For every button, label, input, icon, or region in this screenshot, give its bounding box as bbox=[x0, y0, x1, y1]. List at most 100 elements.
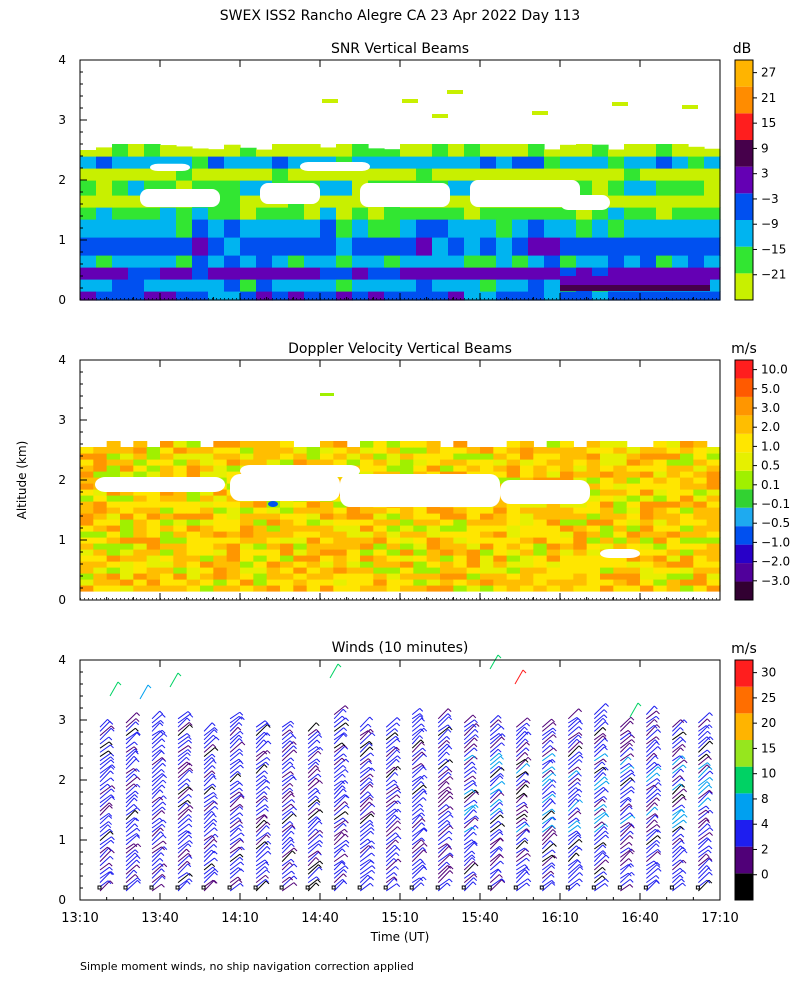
wind-barb-flag bbox=[341, 861, 346, 866]
wind-barb-flag bbox=[628, 872, 632, 877]
wind-barb-flag bbox=[110, 744, 114, 749]
velocity-cell bbox=[573, 573, 588, 580]
wind-barb-flag bbox=[577, 824, 582, 829]
wind-barb bbox=[229, 803, 241, 812]
wind-barb bbox=[307, 746, 317, 753]
wind-barb-flag bbox=[239, 820, 243, 824]
snr-cell bbox=[240, 255, 257, 268]
wind-barb-flag bbox=[526, 829, 530, 834]
wind-barb bbox=[489, 726, 502, 736]
snr-cell bbox=[304, 207, 321, 220]
velocity-cell bbox=[266, 441, 281, 448]
velocity-cell bbox=[706, 489, 721, 496]
snr-cell bbox=[496, 291, 513, 301]
wind-barb-flag bbox=[289, 876, 294, 881]
wind-barb-flag bbox=[576, 882, 581, 887]
wind-barb bbox=[619, 824, 632, 837]
snr-cell bbox=[240, 147, 257, 157]
velocity-cell bbox=[573, 579, 588, 586]
wind-barb bbox=[463, 871, 474, 879]
wind-barb-flag bbox=[448, 768, 453, 773]
velocity-cell bbox=[640, 465, 654, 472]
wind-barb bbox=[541, 800, 553, 812]
snr-cell bbox=[240, 279, 257, 292]
velocity-cell bbox=[653, 465, 668, 472]
wind-barb bbox=[99, 824, 109, 833]
wind-barb-flag bbox=[552, 727, 557, 732]
velocity-cell bbox=[613, 567, 628, 574]
wind-barb-flag bbox=[500, 837, 504, 842]
wind-barb bbox=[411, 808, 422, 816]
velocity-cell bbox=[453, 537, 468, 544]
wind-barb bbox=[359, 794, 371, 804]
wind-barb bbox=[281, 729, 291, 736]
wind-barb-flag bbox=[316, 816, 320, 820]
velocity-cell bbox=[146, 513, 161, 520]
snr-cell bbox=[672, 168, 689, 181]
winds-plot-frame bbox=[79, 659, 721, 901]
snr-cell bbox=[144, 168, 161, 181]
velocity-cell bbox=[80, 447, 94, 454]
wind-barb bbox=[672, 744, 683, 753]
wind-barb bbox=[229, 748, 240, 757]
wind-barb bbox=[255, 850, 269, 862]
wind-barb-flag bbox=[447, 713, 452, 717]
wind-barb-flag bbox=[576, 807, 581, 811]
wind-barb-flag bbox=[680, 736, 684, 741]
velocity-cell bbox=[213, 555, 228, 562]
wind-barb-flag bbox=[681, 878, 685, 883]
wind-barb-flag bbox=[186, 761, 191, 766]
wind-barb bbox=[698, 805, 707, 812]
wind-barb-flag bbox=[472, 805, 476, 810]
wind-barb bbox=[281, 875, 295, 888]
velocity-cell bbox=[400, 573, 414, 580]
wind-barb-flag bbox=[449, 776, 454, 780]
wind-barb-flag bbox=[161, 875, 166, 880]
wind-barb-flag bbox=[423, 774, 428, 779]
velocity-cell bbox=[280, 555, 294, 562]
wind-barb bbox=[671, 809, 683, 820]
snr-cell bbox=[144, 207, 161, 220]
wind-barb bbox=[177, 799, 188, 808]
wind-barb-flag bbox=[552, 779, 557, 784]
wind-barb-flag bbox=[709, 871, 713, 876]
velocity-cell bbox=[400, 519, 414, 526]
wind-barb-flag bbox=[111, 785, 116, 790]
wind-barb bbox=[151, 710, 161, 720]
velocity-cell bbox=[573, 507, 588, 514]
snr-cell bbox=[80, 195, 97, 208]
wind-barb bbox=[463, 857, 473, 867]
velocity-cell bbox=[133, 447, 148, 454]
snr-cell bbox=[480, 207, 497, 220]
wind-barb-flag bbox=[266, 785, 271, 790]
wind-barb-flag bbox=[656, 778, 661, 782]
wind-barb bbox=[672, 783, 681, 791]
wind-barb bbox=[672, 867, 681, 875]
velocity-cell bbox=[466, 513, 481, 520]
wind-barb-flag bbox=[551, 810, 555, 815]
wind-barb bbox=[593, 721, 606, 732]
wind-barb bbox=[99, 802, 110, 812]
wind-barb bbox=[698, 865, 708, 875]
wind-barb bbox=[255, 775, 265, 783]
wind-barb-flag bbox=[315, 722, 320, 727]
velocity-cell bbox=[280, 561, 294, 568]
snr-cell bbox=[288, 168, 305, 181]
wind-barb-flag bbox=[394, 772, 399, 776]
velocity-cell bbox=[613, 573, 628, 580]
velocity-cell bbox=[586, 525, 601, 532]
wind-barb bbox=[281, 806, 294, 816]
velocity-cell bbox=[280, 573, 294, 580]
wind-barb bbox=[333, 732, 345, 741]
wind-barb-flag bbox=[211, 786, 216, 791]
wind-barb bbox=[567, 866, 581, 879]
snr-cell bbox=[704, 168, 721, 181]
wind-barb bbox=[463, 737, 475, 749]
wind-barb-flag bbox=[421, 741, 425, 746]
wind-barb bbox=[514, 669, 524, 685]
wind-barb-flag bbox=[239, 730, 244, 735]
wind-barb-flag bbox=[337, 663, 342, 668]
wind-barb bbox=[359, 742, 370, 753]
velocity-cell bbox=[440, 579, 454, 586]
velocity-cell bbox=[546, 561, 561, 568]
